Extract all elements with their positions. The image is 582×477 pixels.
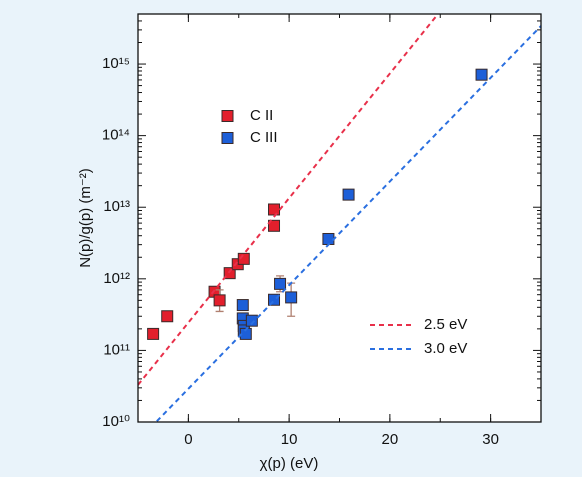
data-point (147, 327, 160, 340)
legend-label: C II (250, 107, 273, 124)
data-point (268, 203, 281, 216)
y-axis-label: N(p)/g(p) (m⁻²) (77, 168, 94, 268)
fit-line (154, 25, 541, 422)
x-tick-label: 30 (482, 431, 499, 448)
legend-label: 3.0 eV (424, 340, 467, 357)
y-tick-label: 10¹⁰ (102, 413, 130, 430)
plot-area (138, 14, 541, 422)
data-point (237, 252, 250, 265)
data-point (285, 291, 298, 304)
data-point (213, 294, 226, 307)
x-axis-label: χ(p) (eV) (260, 455, 319, 472)
x-tick-label: 0 (184, 431, 192, 448)
data-point (322, 232, 335, 245)
y-tick-label: 10¹⁵ (102, 55, 130, 72)
data-point (161, 310, 174, 323)
data-point (268, 219, 281, 232)
data-point (223, 267, 236, 280)
y-tick-label: 10¹¹ (103, 341, 130, 358)
y-tick-label: 10¹² (103, 270, 130, 287)
data-point (268, 293, 281, 306)
data-point (342, 188, 355, 201)
x-tick-label: 20 (382, 431, 399, 448)
data-point (236, 299, 249, 312)
legend-marker (221, 132, 234, 144)
data-point (274, 277, 287, 290)
y-tick-label: 10¹⁴ (102, 127, 130, 144)
legend-label: C III (250, 129, 278, 146)
data-point (245, 314, 258, 327)
legend-marker (221, 110, 234, 122)
y-tick-label: 10¹³ (103, 198, 130, 215)
x-tick-label: 10 (281, 431, 298, 448)
legend-label: 2.5 eV (424, 316, 467, 333)
data-point (475, 68, 488, 81)
